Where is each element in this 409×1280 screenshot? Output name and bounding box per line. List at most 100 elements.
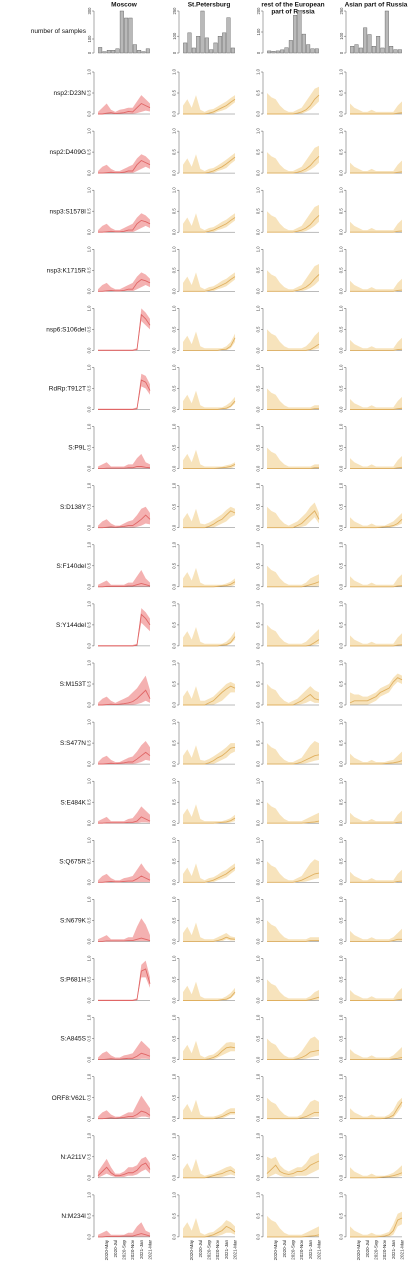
y-tick-label: 0.5: [256, 858, 261, 864]
y-tick-label: 0.5: [256, 503, 261, 509]
frequency-line: [183, 156, 236, 174]
mutation-label: RdRp:T912T: [49, 386, 86, 393]
y-tick-label: 0.0: [339, 1115, 344, 1121]
y-tick-label: 0.5: [339, 208, 344, 214]
sample-bar: [106, 50, 111, 54]
frequency-line: [350, 938, 402, 942]
x-tick-label: 2020-May: [273, 1239, 278, 1260]
ci-band: [183, 981, 235, 1001]
y-tick-label: 0.5: [256, 208, 261, 214]
y-tick-label: 0.5: [87, 1035, 92, 1041]
frequency-line: [183, 400, 236, 410]
y-tick-label: 1.0: [256, 423, 261, 429]
y-tick-label: 1.0: [339, 482, 344, 488]
sample-bar: [358, 47, 363, 54]
frequency-line: [98, 1052, 151, 1061]
frequency-line: [350, 112, 403, 115]
y-tick-label: 1.0: [87, 1132, 92, 1138]
y-tick-label: 1.0: [172, 1014, 177, 1020]
y-tick-label: 1.0: [256, 541, 261, 547]
sample-bar: [141, 51, 146, 54]
y-tick-label: 0.0: [256, 879, 261, 885]
y-tick-label: 1.0: [339, 187, 344, 193]
ci-band: [98, 154, 150, 174]
y-tick-label: 0.5: [87, 1212, 92, 1218]
y-tick-label: 0.5: [87, 1094, 92, 1100]
y-tick-label: 0.0: [256, 583, 261, 589]
x-tick-label: 2021-Mar: [317, 1239, 322, 1259]
ci-band: [98, 918, 150, 942]
frequency-line: [267, 408, 319, 410]
y-tick-label: 1.0: [87, 955, 92, 961]
frequency-panel: 0.0 0.5 1.0: [87, 719, 151, 767]
y-tick-label: 0.5: [172, 976, 177, 982]
ci-band: [267, 204, 319, 233]
samples-tick-label: 100: [172, 32, 177, 40]
y-tick-label: 0.0: [87, 997, 92, 1003]
sample-bar: [275, 50, 280, 54]
y-tick-label: 1.0: [339, 305, 344, 311]
frequency-panel: 0.0 0.5 1.0: [172, 305, 236, 353]
y-tick-label: 0.5: [339, 917, 344, 923]
ci-band: [267, 741, 319, 765]
ci-band: [98, 741, 150, 765]
y-tick-label: 1.0: [256, 719, 261, 725]
samples-tick-label: 0: [172, 51, 177, 54]
x-tick-label: 2020-May: [104, 1239, 109, 1260]
samples-tick-label: 300: [87, 7, 92, 15]
sample-bar: [137, 50, 142, 54]
frequency-line: [350, 407, 403, 410]
y-tick-label: 1.0: [172, 68, 177, 74]
y-tick-label: 1.0: [256, 955, 261, 961]
y-tick-label: 0.0: [339, 1056, 344, 1062]
y-tick-label: 0.5: [172, 621, 177, 627]
ci-band: [267, 264, 319, 292]
y-tick-label: 0.0: [256, 938, 261, 944]
y-tick-label: 0.0: [339, 820, 344, 826]
y-tick-label: 0.0: [172, 1233, 177, 1239]
sample-bar: [288, 40, 293, 54]
frequency-line: [183, 337, 236, 351]
y-tick-label: 0.5: [256, 680, 261, 686]
frequency-panel: 0.0 0.5 1.0: [172, 1073, 235, 1122]
samples-tick-label: 0: [256, 51, 261, 54]
y-tick-label: 1.0: [256, 778, 261, 784]
sample-bar: [314, 48, 319, 54]
frequency-line: [350, 585, 403, 588]
frequency-line: [98, 875, 151, 883]
frequency-panel: 0.0 0.5 1.0: [256, 896, 319, 944]
y-tick-label: 1.0: [256, 1014, 261, 1020]
y-tick-label: 0.0: [339, 406, 344, 412]
x-tick-label: 2020-Nov: [215, 1239, 220, 1260]
samples-tick-label: 100: [339, 32, 344, 40]
sample-bar: [371, 46, 376, 54]
y-tick-label: 0.5: [256, 917, 261, 923]
y-tick-label: 0.0: [172, 288, 177, 294]
y-tick-label: 0.0: [172, 1115, 177, 1121]
frequency-panel: 0.0 0.5 1.0: [172, 1132, 236, 1181]
frequency-line: [267, 94, 320, 115]
y-tick-label: 0.0: [339, 229, 344, 235]
samples-panel: 0 100 250: [172, 7, 235, 54]
sample-bar: [310, 48, 315, 54]
x-tick-label: 2021-Mar: [148, 1239, 153, 1259]
frequency-panel: 0.0 0.5 1.0: [87, 659, 151, 708]
sample-bar: [354, 44, 359, 54]
y-tick-label: 0.0: [256, 1115, 261, 1121]
y-tick-label: 1.0: [87, 600, 92, 606]
frequency-line: [98, 689, 151, 706]
frequency-panel: 0.0 0.5 1.0: [172, 837, 236, 885]
samples-row-label: number of samples: [31, 28, 87, 35]
frequency-line: [267, 693, 320, 706]
frequency-panel: 0.0 0.5 1.0: [87, 1073, 151, 1122]
y-tick-label: 0.5: [339, 976, 344, 982]
y-tick-label: 0.0: [87, 701, 92, 707]
frequency-panel: 0.0 0.5 1.0: [172, 719, 236, 767]
frequency-panel: 0.0 0.5 1.0: [87, 600, 151, 649]
y-tick-label: 0.5: [87, 208, 92, 214]
y-tick-label: 0.5: [87, 858, 92, 864]
y-tick-label: 1.0: [172, 600, 177, 606]
frequency-panel: 0.0 0.5 1.0: [339, 187, 403, 235]
y-tick-label: 1.0: [87, 541, 92, 547]
ci-band: [98, 308, 150, 351]
